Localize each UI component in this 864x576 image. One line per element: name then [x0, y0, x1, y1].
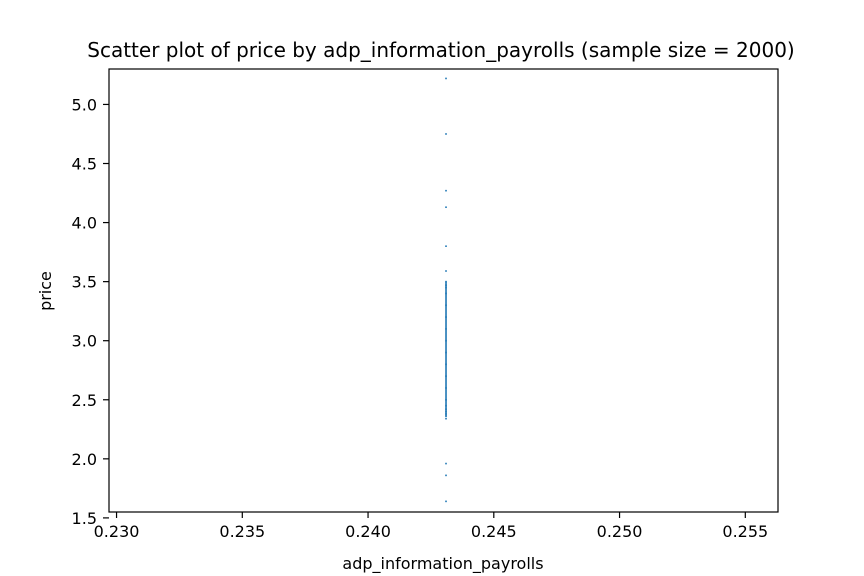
y-tick-label: 3.5 [72, 273, 97, 292]
data-point [445, 270, 447, 272]
data-point [445, 413, 447, 415]
data-point [445, 404, 447, 407]
y-tick-label: 1.5 [72, 509, 97, 528]
x-tick-label: 0.230 [94, 522, 140, 541]
data-point [445, 387, 447, 389]
x-tick-label: 0.255 [722, 522, 768, 541]
y-tick-label: 5.0 [72, 95, 97, 114]
data-point [445, 398, 447, 401]
data-point [445, 292, 447, 295]
data-point [445, 280, 447, 283]
y-tick-label: 2.0 [72, 450, 97, 469]
data-point [445, 245, 447, 247]
data-point [445, 304, 447, 307]
data-point [445, 284, 447, 286]
y-tick-label: 3.0 [72, 332, 97, 351]
y-tick-label: 2.5 [72, 391, 97, 410]
x-tick-label: 0.250 [597, 522, 643, 541]
x-tick-label: 0.235 [219, 522, 265, 541]
y-axis-ticks: 1.5 2.0 2.5 3.0 3.5 4.0 4.5 5.0 [72, 95, 109, 528]
data-point [445, 363, 447, 366]
y-axis-label: price [36, 271, 55, 311]
data-point [445, 500, 447, 503]
data-point [445, 417, 447, 420]
data-point [445, 328, 447, 330]
data-point [445, 206, 447, 209]
x-axis-label: adp_information_payrolls [342, 554, 543, 574]
data-point [445, 316, 447, 318]
data-point [445, 408, 447, 411]
data-point [445, 133, 447, 135]
y-tick-label: 4.0 [72, 214, 97, 233]
data-point [445, 189, 447, 192]
plot-frame [108, 68, 779, 513]
x-tick-label: 0.245 [471, 522, 517, 541]
chart-title: Scatter plot of price by adp_information… [87, 38, 794, 62]
data-point [445, 351, 447, 354]
y-tick-label: 4.5 [72, 155, 97, 174]
data-point [445, 286, 447, 289]
data-point [445, 339, 447, 342]
data-point [445, 462, 447, 465]
data-point [445, 415, 447, 418]
data-point [445, 410, 447, 413]
plot-area [445, 77, 447, 503]
x-tick-label: 0.240 [345, 522, 391, 541]
data-point [445, 77, 447, 80]
data-point [445, 375, 447, 377]
x-axis-ticks: 0.230 0.235 0.240 0.245 0.250 0.255 [94, 512, 768, 541]
data-point [445, 474, 447, 477]
